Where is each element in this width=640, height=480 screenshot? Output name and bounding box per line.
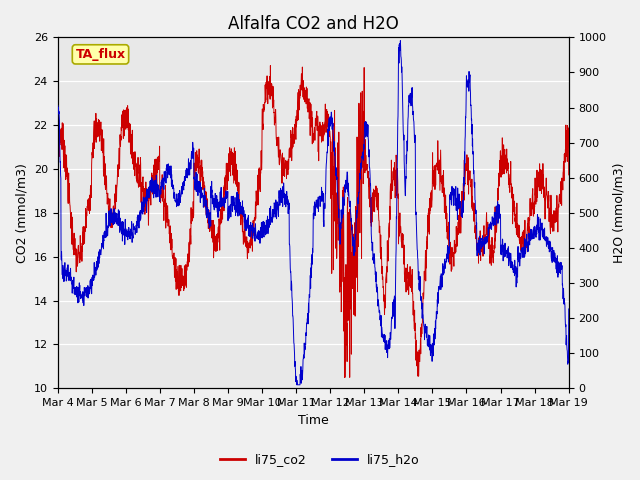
Text: TA_flux: TA_flux xyxy=(76,48,125,61)
Y-axis label: CO2 (mmol/m3): CO2 (mmol/m3) xyxy=(15,163,28,263)
X-axis label: Time: Time xyxy=(298,414,328,427)
Y-axis label: H2O (mmol/m3): H2O (mmol/m3) xyxy=(612,163,625,263)
Legend: li75_co2, li75_h2o: li75_co2, li75_h2o xyxy=(215,448,425,471)
Title: Alfalfa CO2 and H2O: Alfalfa CO2 and H2O xyxy=(228,15,399,33)
